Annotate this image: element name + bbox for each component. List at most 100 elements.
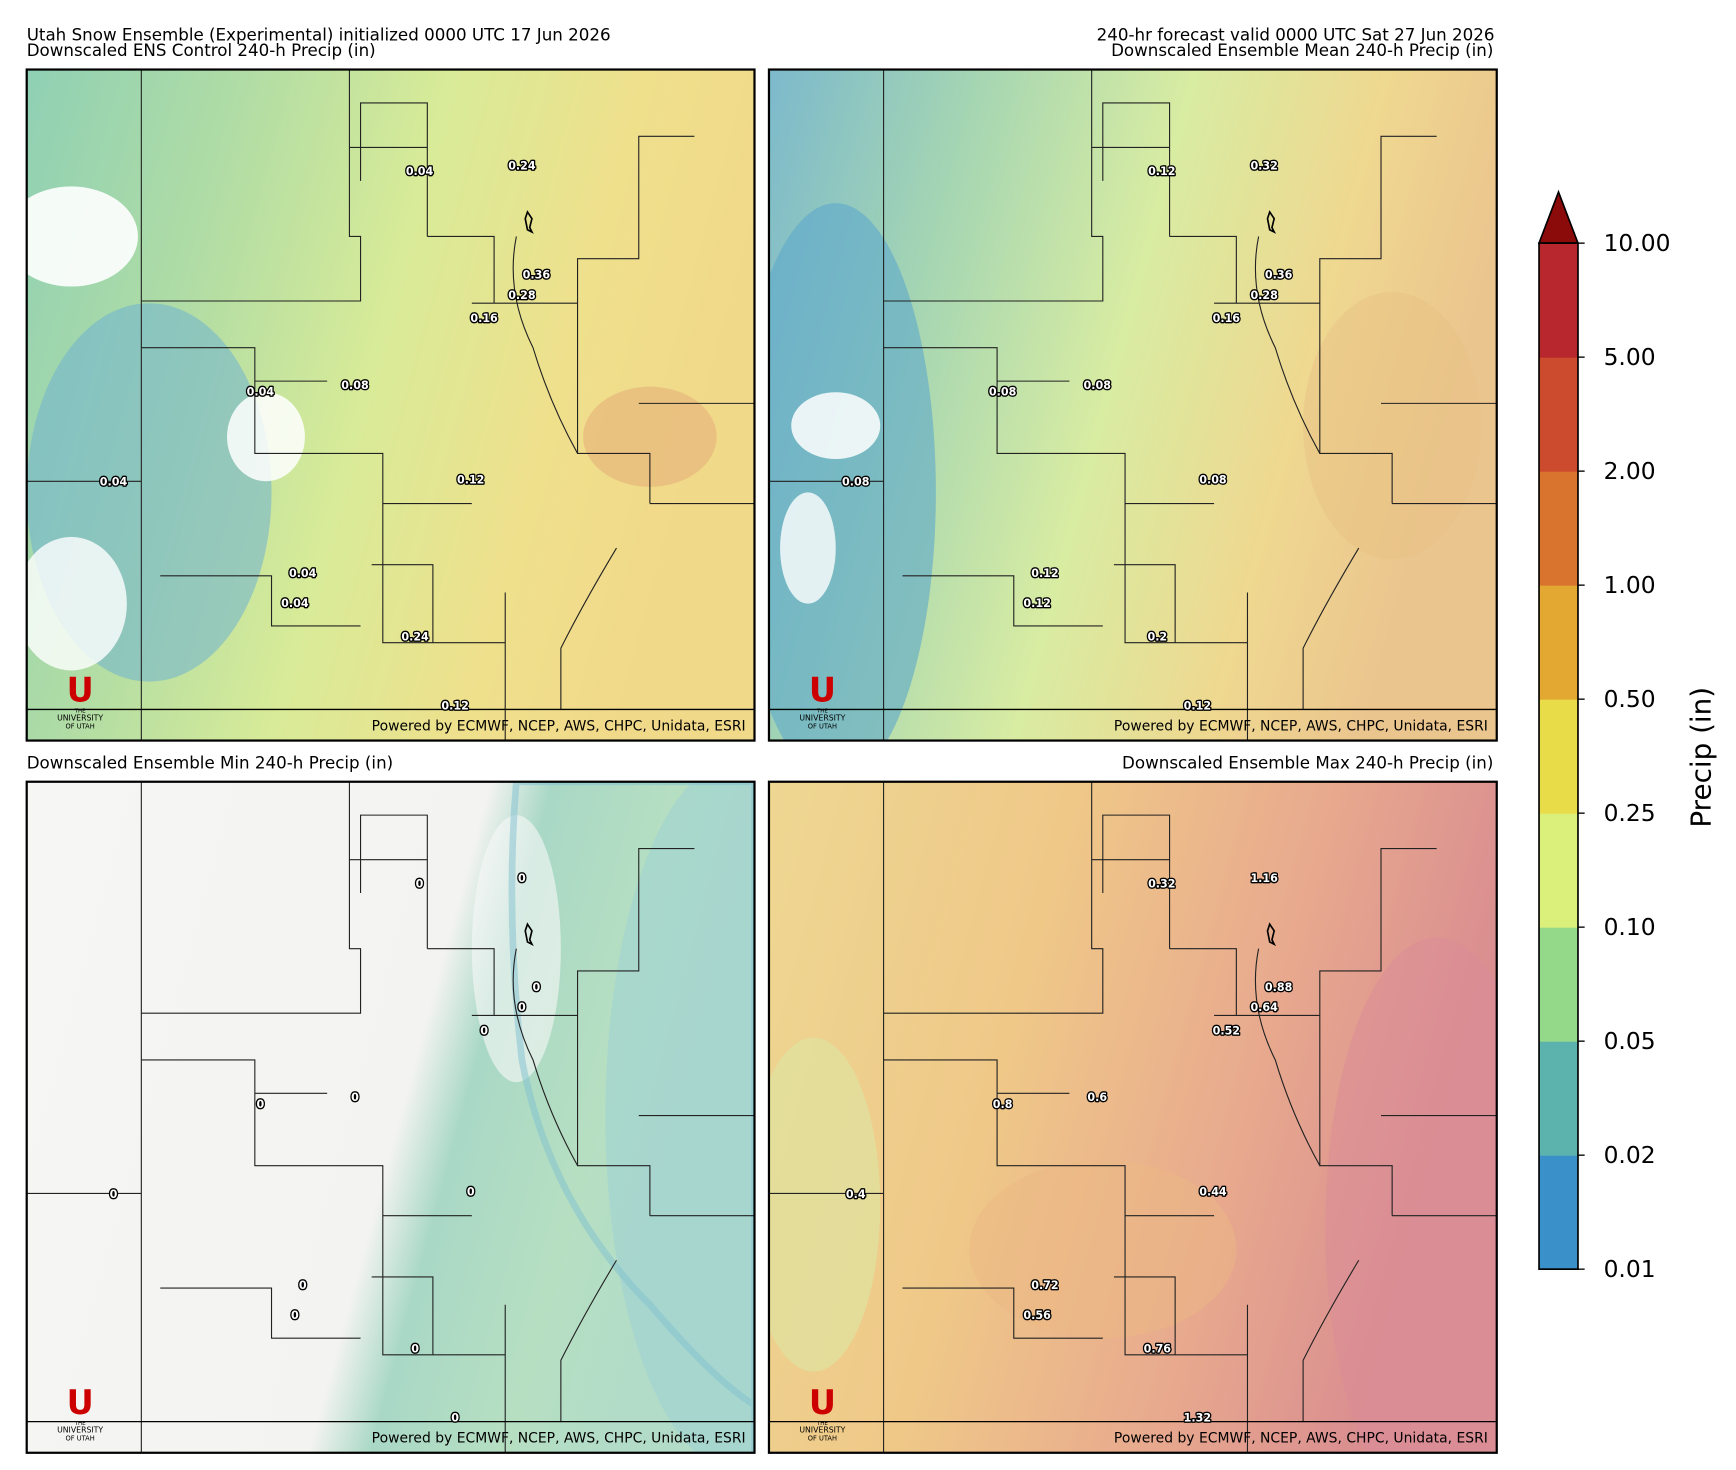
colorbar-bin bbox=[1539, 1155, 1578, 1270]
logo-letter: U bbox=[809, 1383, 836, 1422]
run-header: Utah Snow Ensemble (Experimental) initia… bbox=[27, 26, 611, 45]
colorbar-tick-label: 0.25 bbox=[1604, 799, 1656, 827]
point-label: 0.64 bbox=[1250, 1001, 1278, 1014]
logo-name: UNIVERSITY bbox=[57, 714, 103, 723]
point-label: 0.44 bbox=[1199, 1186, 1227, 1199]
point-label: 0 bbox=[257, 1098, 265, 1111]
logo-the: THE bbox=[74, 709, 87, 715]
point-label: 0.72 bbox=[1031, 1279, 1058, 1292]
point-label: 1.16 bbox=[1250, 872, 1278, 885]
point-label: 0 bbox=[416, 877, 424, 890]
boundaries bbox=[768, 781, 1497, 1453]
point-label: 0.08 bbox=[842, 476, 870, 489]
colorbar-label: Precip (in) bbox=[1684, 687, 1717, 828]
colorbar-tick-label: 10.00 bbox=[1604, 229, 1671, 257]
point-label: 0 bbox=[411, 1343, 419, 1356]
credit: Powered by ECMWF, NCEP, AWS, CHPC, Unida… bbox=[372, 719, 746, 735]
point-label: 0.28 bbox=[508, 289, 536, 302]
lake bbox=[1266, 210, 1277, 234]
precip-blob bbox=[605, 781, 755, 1453]
panel-frame bbox=[767, 780, 1498, 1454]
logo-letter: U bbox=[809, 671, 836, 710]
point-label: 0.32 bbox=[1148, 877, 1175, 890]
colorbar-bin bbox=[1539, 243, 1578, 358]
point-label: 0 bbox=[480, 1024, 488, 1037]
point-label: 0.04 bbox=[247, 386, 275, 399]
logo-name: UNIVERSITY bbox=[57, 1426, 103, 1435]
point-label: 0.12 bbox=[457, 474, 484, 487]
precip-blob bbox=[26, 186, 138, 287]
point-label: 0 bbox=[518, 872, 526, 885]
precip-edge bbox=[508, 781, 755, 1453]
point-label: 0 bbox=[533, 981, 541, 994]
point-label: 0.56 bbox=[1023, 1309, 1051, 1322]
colorbar-bin bbox=[1539, 927, 1578, 1042]
colorbar-bin bbox=[1539, 699, 1578, 814]
point-label: 0.88 bbox=[1265, 981, 1293, 994]
point-label: 0 bbox=[291, 1309, 299, 1322]
lake bbox=[524, 210, 534, 234]
credit: Powered by ECMWF, NCEP, AWS, CHPC, Unida… bbox=[1114, 1431, 1488, 1447]
colorbar-tick-label: 5.00 bbox=[1604, 343, 1656, 371]
logo-letter: U bbox=[67, 1383, 94, 1422]
panel-title: Downscaled Ensemble Min 240-h Precip (in… bbox=[27, 753, 393, 772]
point-label: 0.2 bbox=[1147, 630, 1167, 643]
point-label: 0 bbox=[351, 1091, 359, 1104]
point-label: 0.08 bbox=[989, 386, 1017, 399]
precip-blob bbox=[583, 386, 717, 487]
point-label: 0.04 bbox=[281, 597, 309, 610]
colorbar-tick-label: 0.10 bbox=[1604, 913, 1656, 941]
point-label: 0 bbox=[518, 1001, 526, 1014]
point-label: 0.36 bbox=[523, 269, 551, 282]
precip-blob bbox=[1303, 292, 1482, 560]
colorbar-bin bbox=[1539, 813, 1578, 928]
colorbar-frame bbox=[1538, 242, 1579, 1270]
logo-of: OF UTAH bbox=[66, 1435, 95, 1443]
colorbar-tick-label: 0.05 bbox=[1604, 1027, 1656, 1055]
point-label: 0.16 bbox=[1213, 312, 1241, 325]
point-label: 0.12 bbox=[1148, 165, 1175, 178]
point-label: 0.08 bbox=[341, 379, 369, 392]
point-label: 0.16 bbox=[470, 312, 498, 325]
logo-of: OF UTAH bbox=[808, 722, 837, 730]
precip-blob bbox=[227, 392, 305, 482]
point-label: 0.08 bbox=[1084, 379, 1112, 392]
point-label: 0.04 bbox=[100, 476, 128, 489]
panel-title: Downscaled Ensemble Mean 240-h Precip (i… bbox=[1111, 41, 1493, 60]
point-label: 0.04 bbox=[289, 567, 317, 580]
point-label: 0.12 bbox=[1023, 597, 1050, 610]
point-label: 0.32 bbox=[1250, 160, 1277, 173]
precip-blob bbox=[780, 492, 836, 604]
panel-frame bbox=[767, 68, 1498, 742]
point-label: 0.04 bbox=[406, 165, 434, 178]
point-label: 0.76 bbox=[1144, 1343, 1172, 1356]
colorbar-tick-label: 0.01 bbox=[1604, 1255, 1656, 1283]
colorbar-tick-label: 2.00 bbox=[1604, 457, 1656, 485]
credit: Powered by ECMWF, NCEP, AWS, CHPC, Unida… bbox=[1114, 719, 1488, 735]
point-label: 0.24 bbox=[508, 160, 536, 173]
boundaries bbox=[26, 781, 755, 1453]
point-label: 0.12 bbox=[441, 699, 468, 712]
logo-of: OF UTAH bbox=[808, 1435, 837, 1443]
point-label: 0 bbox=[110, 1188, 118, 1201]
precip-blob bbox=[791, 392, 881, 460]
point-label: 0.24 bbox=[401, 630, 429, 643]
boundaries bbox=[768, 69, 1497, 741]
colorbar-bin bbox=[1539, 585, 1578, 700]
panel-frame bbox=[25, 780, 756, 1454]
lake bbox=[524, 922, 534, 947]
colorbar-tick-label: 0.50 bbox=[1604, 685, 1656, 713]
logo-name: UNIVERSITY bbox=[799, 714, 845, 723]
point-label: 0.8 bbox=[993, 1098, 1013, 1111]
point-label: 0.4 bbox=[846, 1188, 866, 1201]
point-label: 0.08 bbox=[1199, 474, 1227, 487]
precip-blob bbox=[768, 1037, 881, 1372]
logo-of: OF UTAH bbox=[66, 722, 95, 730]
